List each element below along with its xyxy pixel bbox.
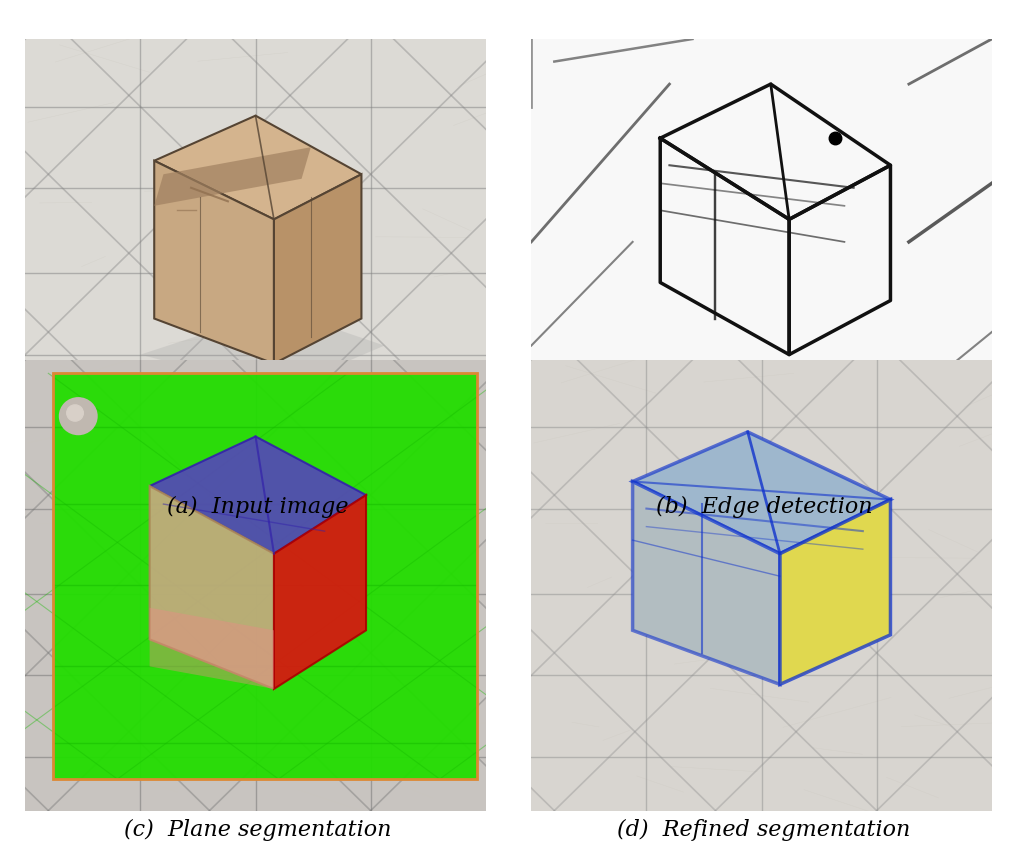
Polygon shape xyxy=(154,115,361,219)
Polygon shape xyxy=(632,432,890,554)
Polygon shape xyxy=(632,481,779,684)
Polygon shape xyxy=(154,160,274,363)
Polygon shape xyxy=(150,608,274,689)
Polygon shape xyxy=(274,174,361,363)
Circle shape xyxy=(67,405,83,421)
Polygon shape xyxy=(632,481,779,684)
Polygon shape xyxy=(150,436,366,554)
Text: (d)  Refined segmentation: (d) Refined segmentation xyxy=(617,818,910,841)
Text: (c)  Plane segmentation: (c) Plane segmentation xyxy=(124,818,391,841)
Polygon shape xyxy=(274,495,366,689)
Polygon shape xyxy=(632,432,890,554)
Polygon shape xyxy=(150,486,274,689)
Text: (b)  Edge detection: (b) Edge detection xyxy=(655,496,871,518)
Polygon shape xyxy=(779,499,890,684)
Polygon shape xyxy=(154,147,310,205)
Polygon shape xyxy=(141,310,384,391)
Circle shape xyxy=(60,398,97,434)
Text: (a)  Input image: (a) Input image xyxy=(167,496,349,518)
Polygon shape xyxy=(779,499,890,684)
